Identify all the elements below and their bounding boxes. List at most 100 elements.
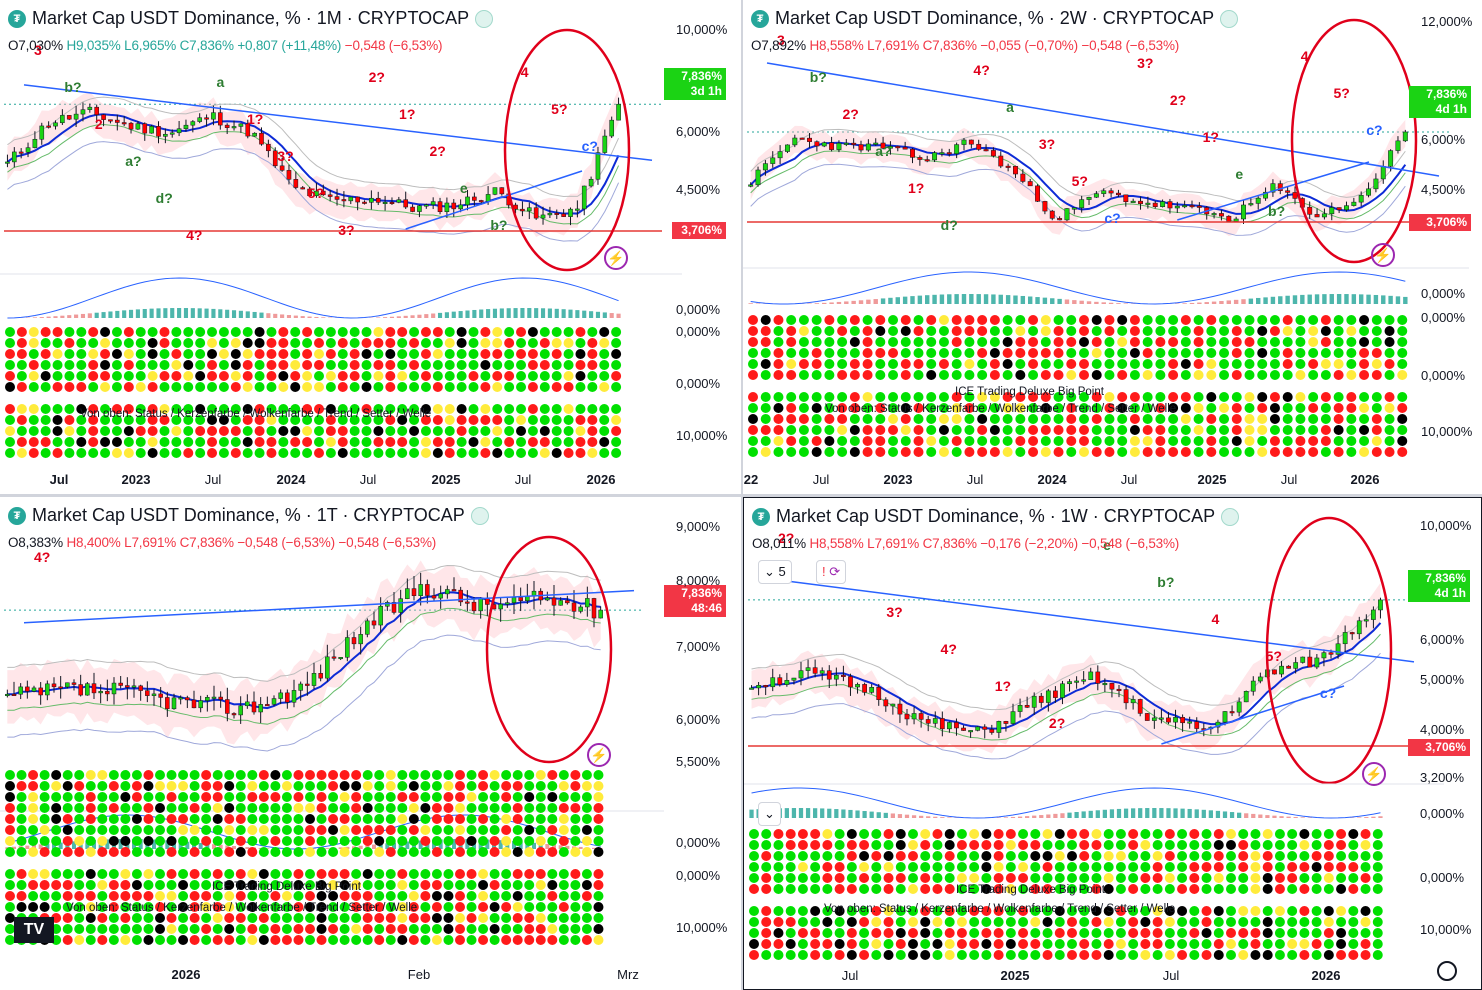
indicator-dot: [290, 382, 301, 392]
indicator-dot: [786, 326, 797, 336]
chart-title[interactable]: Market Cap USDT Dominance, % · 1T · CRYP…: [32, 505, 465, 525]
indicator-dot: [242, 382, 253, 392]
wave-label: d?: [941, 217, 958, 233]
indicator-dot: [242, 360, 253, 370]
chart-panel-2w[interactable]: 3 b? 2? a? 1? d? 4? a 3? 5? c? 3? 2? 1? e b? 4 5? c? ₮ Mar…: [743, 0, 1482, 494]
indicator-dot: [989, 436, 1000, 446]
indicator-dot: [908, 873, 918, 883]
indicator-dot: [1274, 950, 1285, 960]
chart-canvas-2w[interactable]: 3b?2?a?1?d?4?a3?5?c?3?2?1?eb?45?c?: [743, 0, 1482, 494]
histogram-bar: [784, 808, 789, 818]
lightning-icon[interactable]: ⚡: [604, 246, 628, 270]
candle-body: [996, 721, 1002, 733]
indicator-dot: [926, 348, 937, 358]
indicator-dot: [120, 847, 131, 857]
indicator-dot: [224, 803, 235, 813]
chart-title[interactable]: Market Cap USDT Dominance, % · 2W · CRYP…: [775, 8, 1215, 28]
indicator-dot: [397, 781, 408, 791]
indicator-dot: [611, 448, 622, 458]
indicator-dot: [932, 884, 943, 894]
indicator-dot: [1054, 884, 1065, 894]
indicator-dot: [254, 426, 265, 436]
collapse-indicators-button[interactable]: ⌄ 5: [758, 560, 792, 584]
ma-line-slow: [750, 163, 1406, 236]
indicator-dot: [1030, 851, 1041, 861]
visibility-eye-icon[interactable]: [470, 506, 489, 525]
indicator-dot: [1348, 829, 1359, 839]
indicator-dot: [1336, 939, 1347, 949]
indicator-dot: [883, 862, 894, 872]
settings-gear-icon[interactable]: [1437, 961, 1457, 981]
indicator-dot: [1140, 862, 1151, 872]
indicator-dot: [420, 338, 431, 348]
histogram-bar: [844, 301, 849, 304]
chart-title[interactable]: Market Cap USDT Dominance, % · 1M · CRYP…: [32, 8, 470, 28]
histogram-bar: [565, 845, 570, 849]
indicator-dot: [230, 437, 241, 447]
indicator-dot: [1308, 359, 1319, 369]
indicator-dot: [230, 338, 241, 348]
alert-icon[interactable]: ! ⟳: [816, 560, 847, 584]
indicator-dot: [512, 825, 523, 835]
histogram-bar: [1378, 816, 1383, 818]
indicator-dot: [964, 447, 975, 457]
indicator-dot: [1320, 403, 1331, 413]
indicator-dot: [143, 913, 154, 923]
chart-panel-1t[interactable]: 4? ₮ Market Cap USDT Dominance, % · 1T ·…: [0, 497, 741, 990]
indicator-dot: [1274, 939, 1285, 949]
indicator-dot: [524, 792, 535, 802]
visibility-eye-icon[interactable]: [1221, 507, 1240, 526]
indicator-dot: [1244, 348, 1255, 358]
chart-panel-1m[interactable]: 3 b? 2 a? d? 4? a 1? 3? 5? 3? 2? 1? 2? e b? 4 5? c? ₮ Mark…: [0, 0, 741, 494]
indicator-dot: [1282, 348, 1293, 358]
indicator-dot: [748, 392, 758, 402]
indicator-dot: [1397, 425, 1408, 435]
indicator-dot: [28, 880, 39, 890]
histogram-bar: [1219, 301, 1224, 304]
indicator-dot: [62, 836, 73, 846]
indicator-dot: [143, 781, 154, 791]
indicator-dot: [492, 382, 503, 392]
indicator-dot: [189, 814, 200, 824]
indicator-dot: [155, 913, 165, 923]
indicator-dot: [420, 902, 431, 912]
indicator-dot: [5, 847, 15, 857]
histogram-bar: [895, 297, 900, 304]
indicator-dot: [926, 315, 937, 325]
chart-canvas-1w[interactable]: 2?a3?4?1?2?eb?45?c?: [744, 498, 1482, 990]
histogram-bar: [911, 815, 917, 818]
indicator-dot: [1250, 884, 1261, 894]
price-scale-label: 10,000%: [676, 920, 728, 935]
indicator-dot: [1104, 436, 1115, 446]
chart-title[interactable]: Market Cap USDT Dominance, % · 1W · CRYP…: [776, 506, 1216, 526]
candle-body: [784, 144, 790, 152]
chart-canvas-1m[interactable]: 3b?2a?d?4?a1?3?5?3?2?1?2?eb?45?c?: [0, 0, 741, 494]
chevron-down-icon[interactable]: ⌄: [758, 802, 781, 826]
indicator-dot: [1142, 414, 1153, 424]
tradingview-logo[interactable]: TV: [14, 917, 54, 943]
indicator-dot: [1040, 414, 1051, 424]
indicator-dot: [385, 437, 396, 447]
indicator-dot: [328, 814, 339, 824]
lightning-icon[interactable]: ⚡: [1371, 243, 1395, 267]
indicator-dot: [314, 371, 324, 381]
lightning-icon[interactable]: ⚡: [1362, 762, 1386, 786]
indicator-dot: [290, 415, 301, 425]
indicator-dot: [1359, 348, 1370, 358]
histogram-bar: [1357, 817, 1362, 818]
indicator-dot: [492, 371, 503, 381]
indicator-dot: [97, 814, 108, 824]
indicator-dot: [570, 902, 581, 912]
indicator-dot: [944, 829, 955, 839]
indicator-dot: [5, 327, 15, 337]
histogram-bar: [589, 311, 594, 318]
lightning-icon[interactable]: ⚡: [587, 743, 611, 767]
indicator-dot: [351, 902, 362, 912]
candle-body: [478, 200, 484, 203]
chart-canvas-1t[interactable]: 4?: [0, 497, 741, 990]
indicator-dot: [159, 415, 170, 425]
visibility-eye-icon[interactable]: [475, 9, 494, 28]
indicator-dot: [849, 359, 860, 369]
visibility-eye-icon[interactable]: [1220, 9, 1239, 28]
chart-panel-1w[interactable]: 2?a3?4?1?2?eb?45?c? ₮ Market Cap USDT Do…: [743, 497, 1482, 990]
